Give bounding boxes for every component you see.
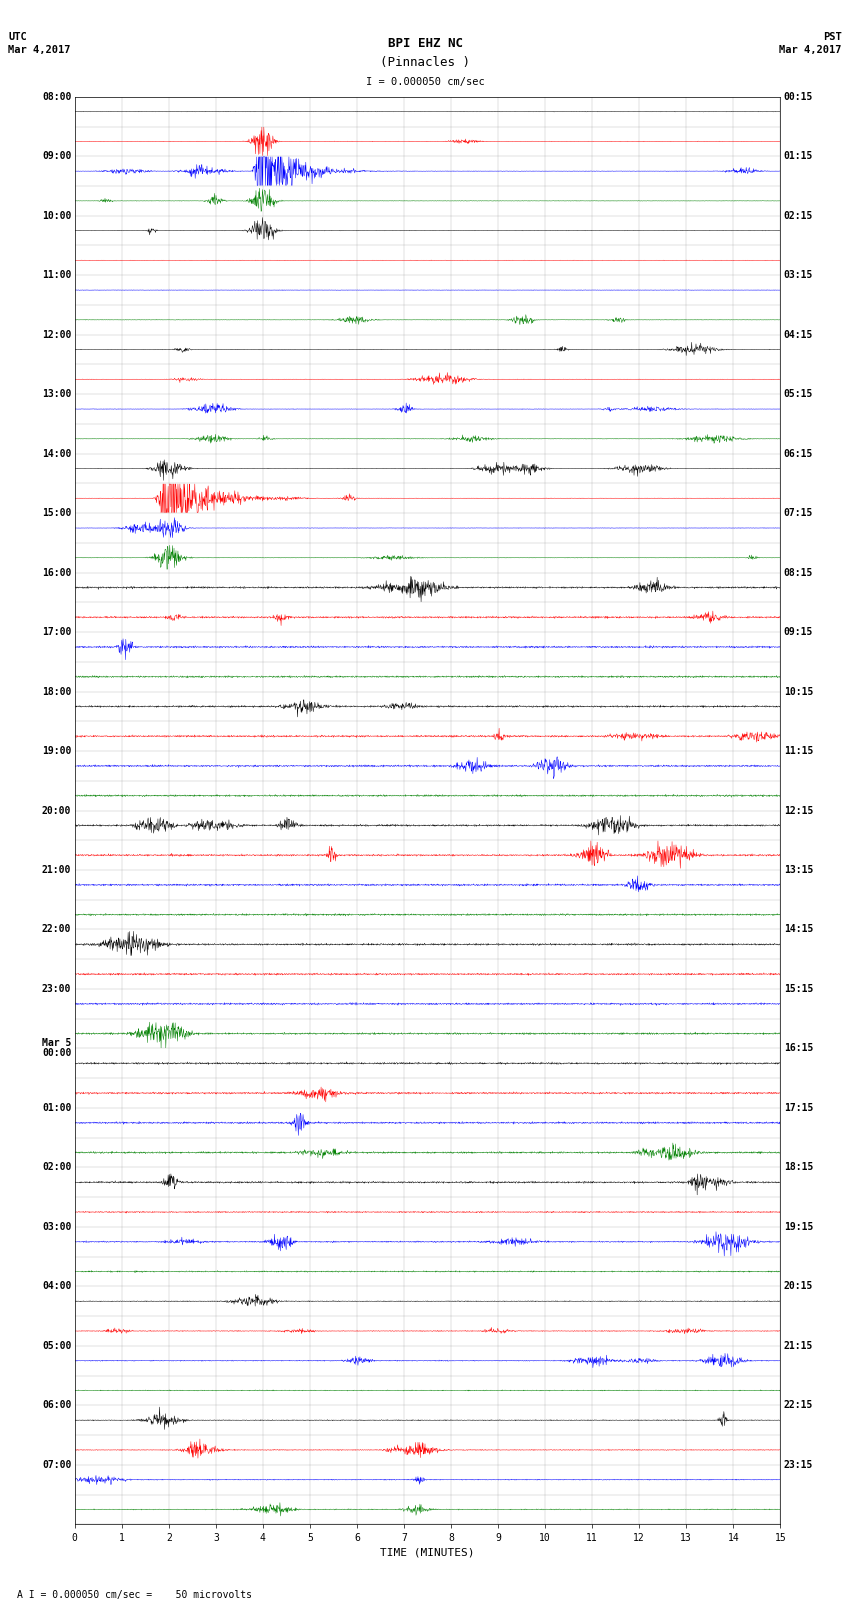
Text: 01:00: 01:00 xyxy=(42,1103,71,1113)
Text: 17:00: 17:00 xyxy=(42,627,71,637)
Text: 09:00: 09:00 xyxy=(42,152,71,161)
Text: Mar 4,2017: Mar 4,2017 xyxy=(779,45,842,55)
Text: 15:15: 15:15 xyxy=(784,984,813,994)
Text: 13:15: 13:15 xyxy=(784,865,813,874)
Text: 12:15: 12:15 xyxy=(784,805,813,816)
Text: 11:00: 11:00 xyxy=(42,271,71,281)
Text: I = 0.000050 cm/sec: I = 0.000050 cm/sec xyxy=(366,77,484,87)
Text: 21:15: 21:15 xyxy=(784,1340,813,1350)
Text: A I = 0.000050 cm/sec =    50 microvolts: A I = 0.000050 cm/sec = 50 microvolts xyxy=(17,1590,252,1600)
Text: 21:00: 21:00 xyxy=(42,865,71,874)
Text: 20:00: 20:00 xyxy=(42,805,71,816)
Text: 22:00: 22:00 xyxy=(42,924,71,934)
Text: 12:00: 12:00 xyxy=(42,329,71,340)
Text: 05:00: 05:00 xyxy=(42,1340,71,1350)
Text: 20:15: 20:15 xyxy=(784,1281,813,1292)
Text: Mar 4,2017: Mar 4,2017 xyxy=(8,45,71,55)
X-axis label: TIME (MINUTES): TIME (MINUTES) xyxy=(380,1547,475,1558)
Text: 14:15: 14:15 xyxy=(784,924,813,934)
Text: 18:00: 18:00 xyxy=(42,687,71,697)
Text: 06:15: 06:15 xyxy=(784,448,813,458)
Text: 06:00: 06:00 xyxy=(42,1400,71,1410)
Text: 07:00: 07:00 xyxy=(42,1460,71,1469)
Text: UTC: UTC xyxy=(8,32,27,42)
Text: 00:15: 00:15 xyxy=(784,92,813,102)
Text: 16:00: 16:00 xyxy=(42,568,71,577)
Text: 11:15: 11:15 xyxy=(784,747,813,756)
Text: 03:00: 03:00 xyxy=(42,1223,71,1232)
Text: 18:15: 18:15 xyxy=(784,1163,813,1173)
Text: 23:00: 23:00 xyxy=(42,984,71,994)
Text: 15:00: 15:00 xyxy=(42,508,71,518)
Text: PST: PST xyxy=(823,32,842,42)
Text: 02:00: 02:00 xyxy=(42,1163,71,1173)
Text: 04:00: 04:00 xyxy=(42,1281,71,1292)
Text: 23:15: 23:15 xyxy=(784,1460,813,1469)
Text: 04:15: 04:15 xyxy=(784,329,813,340)
Text: 01:15: 01:15 xyxy=(784,152,813,161)
Text: 19:00: 19:00 xyxy=(42,747,71,756)
Text: 10:15: 10:15 xyxy=(784,687,813,697)
Text: 13:00: 13:00 xyxy=(42,389,71,398)
Text: 09:15: 09:15 xyxy=(784,627,813,637)
Text: 02:15: 02:15 xyxy=(784,211,813,221)
Text: (Pinnacles ): (Pinnacles ) xyxy=(380,56,470,69)
Text: 10:00: 10:00 xyxy=(42,211,71,221)
Text: 14:00: 14:00 xyxy=(42,448,71,458)
Text: 17:15: 17:15 xyxy=(784,1103,813,1113)
Text: 08:15: 08:15 xyxy=(784,568,813,577)
Text: 22:15: 22:15 xyxy=(784,1400,813,1410)
Text: 19:15: 19:15 xyxy=(784,1223,813,1232)
Text: BPI EHZ NC: BPI EHZ NC xyxy=(388,37,462,50)
Text: 07:15: 07:15 xyxy=(784,508,813,518)
Text: 16:15: 16:15 xyxy=(784,1044,813,1053)
Text: Mar 5: Mar 5 xyxy=(42,1039,71,1048)
Text: 05:15: 05:15 xyxy=(784,389,813,398)
Text: 03:15: 03:15 xyxy=(784,271,813,281)
Text: 00:00: 00:00 xyxy=(42,1048,71,1058)
Text: 08:00: 08:00 xyxy=(42,92,71,102)
